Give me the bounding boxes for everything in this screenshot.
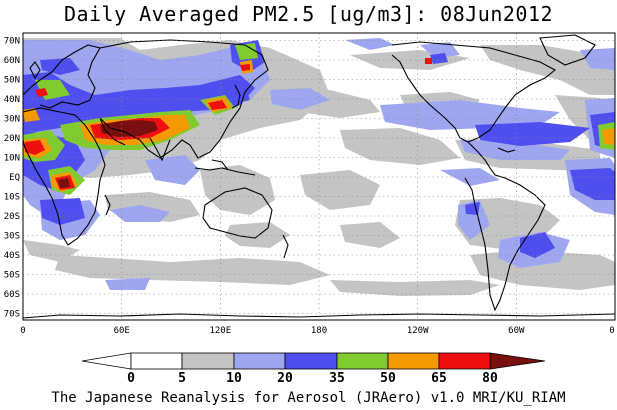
lat-label: 70S — [4, 310, 20, 320]
colorbar-label: 0 — [127, 371, 135, 386]
colorbar-label: 50 — [380, 371, 396, 386]
coastlines — [23, 34, 615, 319]
lon-label: 60E — [114, 326, 130, 336]
colorbar-low-end — [81, 352, 132, 370]
lat-label: EQ — [9, 173, 20, 183]
lon-label: 0 — [609, 326, 614, 336]
colorbar-box — [233, 352, 286, 370]
lon-label: 60W — [508, 326, 525, 336]
lon-label: 0 — [20, 326, 25, 336]
colorbar-box — [284, 352, 338, 370]
latitude-labels: 70N 60N 50N 40N 30N 20N 10N EQ 10S 20S 3… — [4, 37, 20, 320]
lat-label: 20N — [4, 134, 20, 144]
lon-label: 120E — [209, 326, 231, 336]
lat-label: 70N — [4, 37, 20, 47]
colorbar-label: 10 — [226, 371, 242, 386]
lat-label: 40S — [4, 251, 20, 261]
lat-label: 50N — [4, 76, 20, 86]
colorbar-box — [130, 352, 183, 370]
lat-label: 30S — [4, 232, 20, 242]
lat-label: 50S — [4, 271, 20, 281]
colorbar-box — [181, 352, 235, 370]
longitude-labels: 0 60E 120E 180 120W 60W 0 — [20, 326, 614, 336]
lon-label: 120W — [407, 326, 429, 336]
colorbar-label: 5 — [178, 371, 186, 386]
colorbar-box — [387, 352, 440, 370]
map-frame — [22, 32, 616, 321]
colorbar-box — [438, 352, 491, 370]
lon-label: 180 — [311, 326, 327, 336]
lat-label: 10S — [4, 193, 20, 203]
credit-line: The Japanese Reanalysis for Aerosol (JRA… — [51, 390, 566, 406]
colorbar-label: 80 — [482, 371, 498, 386]
colorbar-box — [336, 352, 389, 370]
lat-label: 60N — [4, 56, 20, 66]
lat-label: 30N — [4, 115, 20, 125]
colorbar-label: 35 — [329, 371, 345, 386]
colorbar-label: 20 — [277, 371, 293, 386]
level-above-80-areas — [58, 120, 158, 188]
lat-label: 10N — [4, 154, 20, 164]
colorbar: 0 5 10 20 35 50 65 80 — [81, 352, 546, 386]
colorbar-high-end — [489, 352, 546, 370]
lat-label: 20S — [4, 212, 20, 222]
colorbar-label: 65 — [431, 371, 447, 386]
lat-label: 40N — [4, 95, 20, 105]
pm25-field — [23, 33, 615, 320]
map-title: Daily Averaged PM2.5 [ug/m3]: 08Jun2012 — [63, 2, 554, 26]
lat-label: 60S — [4, 290, 20, 300]
graticule — [23, 33, 615, 320]
